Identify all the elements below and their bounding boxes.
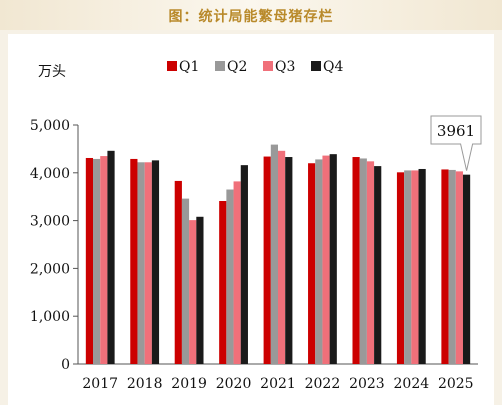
bar-q3-2017: [100, 156, 108, 364]
bar-q3-2022: [322, 155, 330, 364]
x-tick-label: 2019: [171, 376, 207, 392]
bar-q4-2020: [240, 165, 248, 364]
bar-q2-2021: [270, 144, 278, 364]
legend-label-q1: Q1: [179, 59, 199, 75]
legend-swatch-q2: [215, 61, 225, 71]
bar-q3-2023: [366, 161, 375, 364]
x-tick-label: 2020: [216, 376, 252, 392]
bar-q2-2025: [448, 169, 456, 364]
legend-label-q3: Q3: [275, 59, 295, 75]
bar-q4-2021: [285, 157, 293, 364]
bar-q1-2018: [130, 158, 138, 364]
bar-q3-2018: [144, 162, 152, 364]
chart-panel: 0 1,000 2,000 3,000 4,000 5,000 2017 2018 2019 20…: [8, 34, 494, 405]
x-tick-label: 2022: [305, 376, 341, 392]
x-tick-label: 2021: [260, 376, 296, 392]
bar-q4-2024: [418, 168, 426, 364]
bar-q3-2020: [233, 181, 241, 364]
bar-q1-2019: [174, 180, 182, 364]
y-tick-label: 0: [61, 357, 70, 373]
legend: Q1 Q2 Q3 Q4: [167, 59, 343, 75]
page-title: 图：统计局能繁母猪存栏: [168, 9, 334, 25]
y-tick-label: 2,000: [30, 261, 70, 277]
bar-q3-2024: [411, 170, 419, 364]
x-tick-label: 2023: [349, 376, 385, 392]
bar-q3-2021: [278, 150, 286, 364]
x-tick-label: 2018: [127, 376, 163, 392]
bar-q2-2017: [93, 158, 101, 364]
callout-group: 3961: [430, 115, 482, 171]
legend-swatch-q1: [167, 61, 177, 71]
legend-swatch-q4: [311, 61, 321, 71]
callout-label: 3961: [437, 122, 475, 140]
ticks-group: 0 1,000 2,000 3,000 4,000 5,000 2017 2018 2019 20…: [30, 118, 474, 392]
bar-q3-2019: [189, 220, 197, 364]
y-tick-label: 3,000: [30, 214, 70, 230]
bar-q4-2019: [196, 216, 204, 364]
callout-box: [430, 115, 482, 171]
legend-label-q2: Q2: [227, 59, 247, 75]
x-tick-label: 2025: [438, 376, 474, 392]
bar-q1-2017: [85, 157, 94, 364]
bar-q4-2022: [329, 154, 337, 364]
bar-q4-2025: [462, 174, 471, 364]
bar-q4-2018: [151, 160, 160, 364]
bar-q2-2023: [359, 158, 367, 364]
bar-q1-2021: [263, 156, 271, 364]
x-tick-label: 2024: [394, 376, 430, 392]
bar-q2-2022: [315, 159, 323, 364]
bar-q2-2024: [404, 170, 412, 364]
bar-chart: 0 1,000 2,000 3,000 4,000 5,000 2017 2018 2019 20…: [30, 59, 482, 392]
y-tick-label: 4,000: [30, 166, 70, 182]
bar-q1-2022: [308, 163, 316, 364]
bar-q2-2018: [137, 162, 145, 364]
bar-q4-2023: [374, 166, 382, 364]
y-tick-label: 5,000: [30, 118, 70, 134]
bars-group: [85, 144, 471, 364]
bar-q1-2020: [219, 201, 227, 364]
y-axis-unit-label: 万头: [38, 64, 66, 80]
bar-q4-2017: [107, 150, 115, 364]
bar-q1-2023: [352, 157, 360, 364]
y-tick-label: 1,000: [30, 309, 70, 325]
x-tick-label: 2017: [82, 376, 118, 392]
bar-q2-2020: [226, 189, 234, 364]
bar-q2-2019: [181, 198, 190, 364]
legend-label-q4: Q4: [323, 59, 343, 75]
bar-q1-2024: [396, 172, 405, 364]
bar-q3-2025: [455, 171, 463, 364]
header-bar: 图：统计局能繁母猪存栏: [0, 0, 502, 30]
bar-q1-2025: [441, 169, 449, 364]
legend-swatch-q3: [263, 61, 273, 71]
